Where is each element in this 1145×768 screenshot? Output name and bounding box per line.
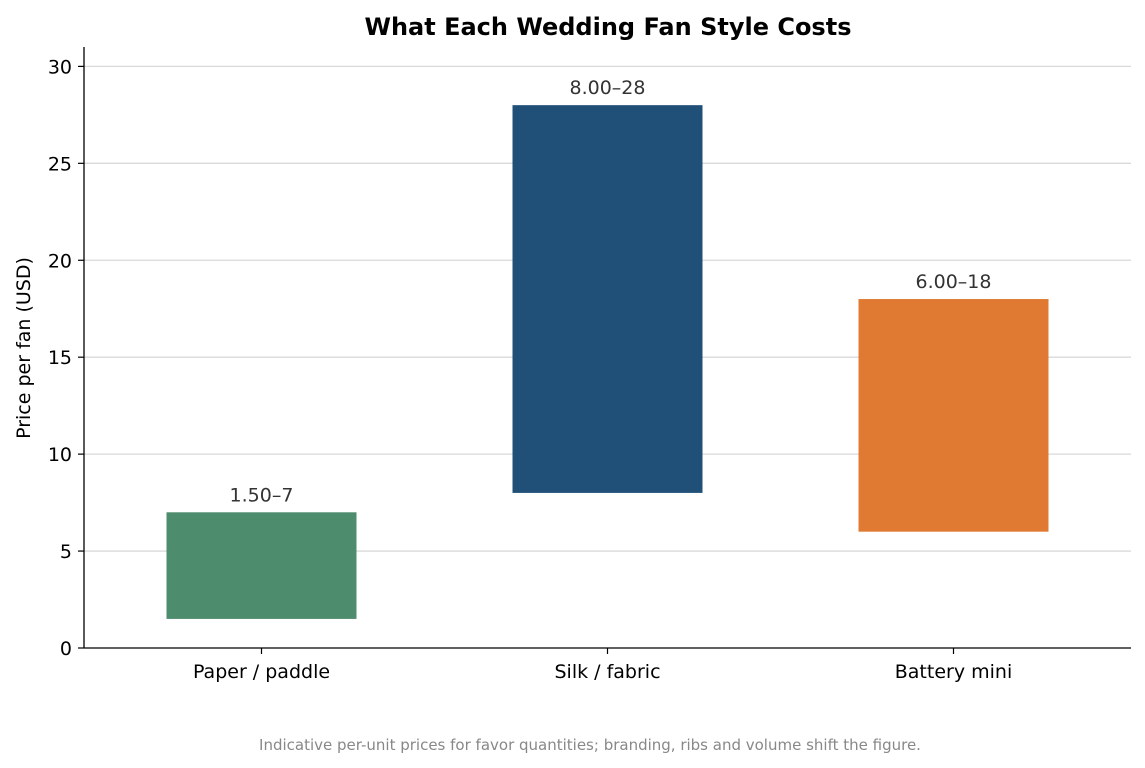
y-tick-label: 5 bbox=[60, 541, 72, 563]
y-tick-label: 30 bbox=[48, 56, 72, 78]
x-axis-ticks: Paper / paddle Silk / fabric Battery mini bbox=[193, 648, 1012, 683]
y-tick-label: 10 bbox=[48, 444, 72, 466]
bar-silk-fabric bbox=[512, 105, 703, 493]
bar-data-label: 6.00–18 bbox=[916, 271, 992, 293]
x-tick-label: Silk / fabric bbox=[554, 661, 660, 683]
bars bbox=[166, 105, 1049, 619]
data-labels: 1.50–7 8.00–28 6.00–18 bbox=[230, 77, 992, 506]
bar-paper-paddle bbox=[166, 512, 357, 619]
chart-title: What Each Wedding Fan Style Costs bbox=[365, 13, 852, 41]
y-axis-ticks: 0 5 10 15 20 25 30 bbox=[48, 56, 84, 660]
y-tick-label: 20 bbox=[48, 250, 72, 272]
footnote: Indicative per-unit prices for favor qua… bbox=[259, 736, 921, 754]
bar-data-label: 8.00–28 bbox=[570, 77, 646, 99]
x-tick-label: Battery mini bbox=[895, 661, 1012, 683]
y-tick-label: 0 bbox=[60, 638, 72, 660]
bar-battery-mini bbox=[858, 299, 1049, 532]
bar-data-label: 1.50–7 bbox=[230, 484, 294, 506]
y-axis-label: Price per fan (USD) bbox=[13, 257, 35, 439]
y-tick-label: 15 bbox=[48, 347, 72, 369]
x-tick-label: Paper / paddle bbox=[193, 661, 330, 683]
y-tick-label: 25 bbox=[48, 153, 72, 175]
